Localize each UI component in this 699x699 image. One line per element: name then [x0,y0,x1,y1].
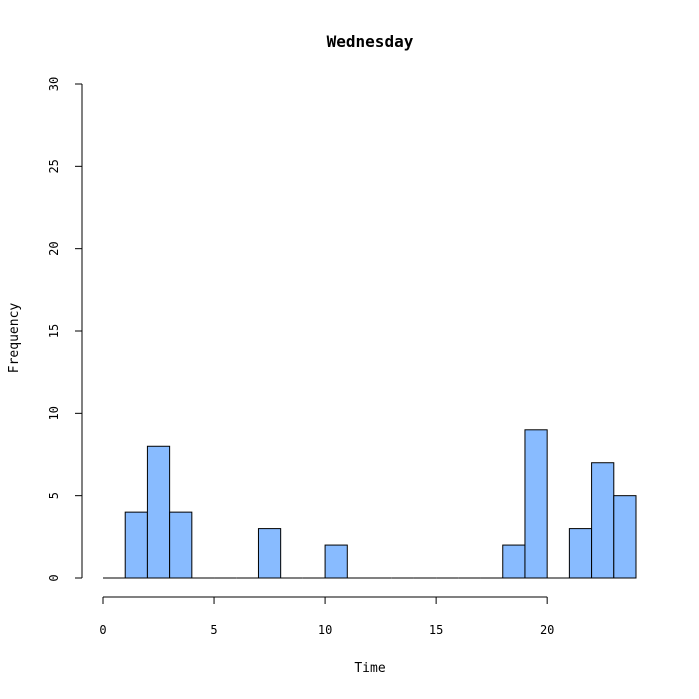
y-axis: 0 5 10 15 20 25 30 [47,77,83,582]
histogram-bar [568,528,593,579]
histogram-bar [169,511,193,579]
histogram-bar [324,544,348,579]
y-tick-label: 0 [47,574,61,581]
x-tick-label: 15 [429,623,443,637]
histogram-bar [613,495,637,579]
histogram-bar [591,462,615,579]
bars-group [103,429,637,579]
y-tick-label: 5 [47,492,61,499]
x-tick-label: 0 [99,623,106,637]
x-tick-label: 20 [540,623,554,637]
y-tick-label: 25 [47,159,61,173]
x-axis: 0 5 10 15 20 [99,596,554,637]
histogram-bar [146,445,171,579]
histogram-bar [124,511,148,579]
y-tick-label: 10 [47,406,61,420]
x-axis-label: Time [354,661,385,676]
chart-title: Wednesday [327,32,414,51]
y-tick-label: 15 [47,324,61,338]
x-tick-label: 10 [318,623,332,637]
histogram-bar [502,544,526,579]
x-tick-label: 5 [210,623,217,637]
y-tick-label: 30 [47,77,61,91]
y-tick-label: 20 [47,241,61,255]
histogram-bar [524,429,548,579]
histogram-bar [257,528,282,579]
y-axis-label: Frequency [7,303,22,374]
